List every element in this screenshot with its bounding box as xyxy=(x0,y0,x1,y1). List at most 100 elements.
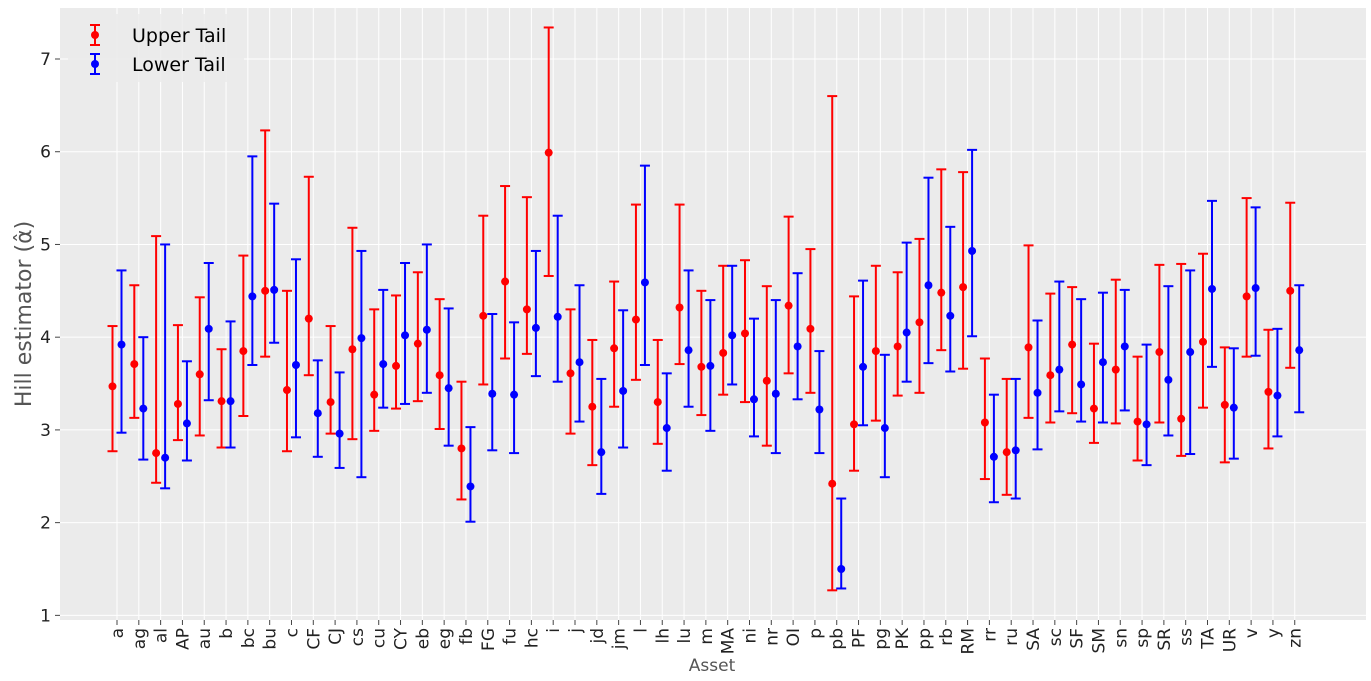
upper-tail-point xyxy=(1089,404,1098,413)
upper-tail-point xyxy=(435,371,444,380)
lower-tail-point xyxy=(553,312,562,321)
lower-tail-point xyxy=(924,281,933,290)
upper-tail-point xyxy=(740,329,749,338)
upper-tail-point xyxy=(784,301,793,310)
x-tick-label: RM xyxy=(959,628,979,654)
lower-tail-point xyxy=(1077,380,1086,389)
x-tick-label: rb xyxy=(937,628,957,646)
upper-tail-point xyxy=(544,148,553,157)
lower-tail-point xyxy=(1295,346,1304,355)
x-tick-label: sp xyxy=(1133,628,1153,648)
x-tick-label: PF xyxy=(850,628,870,648)
lower-tail-point xyxy=(1120,342,1129,351)
upper-tail-point xyxy=(850,420,859,429)
lower-tail-point xyxy=(793,342,802,351)
upper-tail-point xyxy=(610,344,619,353)
x-tick-label: a xyxy=(108,628,128,638)
lower-tail-point xyxy=(335,429,344,438)
y-tick-label: 3 xyxy=(40,421,51,441)
data-points xyxy=(107,26,1305,592)
x-axis-title: Asset xyxy=(689,656,736,676)
y-axis-ticks: 1 2 3 4 5 6 7 xyxy=(40,50,60,626)
x-tick-label: SM xyxy=(1089,628,1109,653)
x-tick-label: eb xyxy=(413,628,433,649)
x-tick-label: v xyxy=(1242,628,1262,638)
x-tick-label: PK xyxy=(893,627,913,649)
upper-tail-point xyxy=(1199,337,1207,346)
upper-tail-point xyxy=(675,303,684,312)
x-tick-label: TA xyxy=(1199,628,1219,650)
lower-tail-point xyxy=(815,405,824,414)
x-tick-label: eg xyxy=(435,628,455,649)
lower-tail-point xyxy=(422,325,431,334)
x-tick-label: m xyxy=(697,628,717,645)
upper-tail-point xyxy=(893,342,902,351)
x-tick-label: CF xyxy=(304,628,324,650)
x-tick-label: i xyxy=(544,628,564,633)
x-tick-label: al xyxy=(152,628,172,643)
x-tick-label: SA xyxy=(1024,628,1044,651)
x-tick-label: lh xyxy=(653,628,673,644)
x-tick-label: au xyxy=(195,628,215,649)
x-tick-label: y xyxy=(1264,628,1284,638)
lower-tail-point xyxy=(488,389,497,398)
y-tick-label: 5 xyxy=(40,235,51,255)
upper-tail-point xyxy=(631,315,640,324)
upper-tail-point xyxy=(195,370,204,379)
y-tick-label: 6 xyxy=(40,143,51,163)
upper-tail-point xyxy=(173,399,182,408)
x-axis-ticks: a ag al AP au b bc bu c CF CJ cs cu CY eb eg fb FG fu hc i j j… xyxy=(108,620,1306,654)
y-tick-label: 2 xyxy=(40,514,51,534)
x-tick-label: sn xyxy=(1111,628,1131,648)
upper-tail-point xyxy=(980,418,989,427)
legend-upper-tail-marker xyxy=(91,31,99,39)
lower-tail-point xyxy=(662,424,671,433)
upper-tail-point xyxy=(108,382,117,391)
upper-tail-point xyxy=(413,339,422,348)
x-tick-label: cu xyxy=(370,628,390,648)
x-tick-label: rr xyxy=(980,628,1000,642)
x-tick-label: MA xyxy=(719,628,739,655)
lower-tail-point xyxy=(619,386,628,395)
upper-tail-point xyxy=(719,348,728,357)
upper-tail-point xyxy=(1242,292,1251,301)
lower-tail-point xyxy=(466,482,475,491)
lower-tail-point xyxy=(531,323,540,332)
upper-tail-point xyxy=(326,398,335,407)
lower-tail-point xyxy=(1055,365,1064,374)
lower-tail-point xyxy=(1142,420,1151,429)
upper-tail-point xyxy=(697,362,706,371)
lower-tail-point xyxy=(771,389,780,398)
x-tick-label: fb xyxy=(457,628,477,645)
lower-tail-point xyxy=(139,404,148,413)
upper-tail-point xyxy=(1068,340,1077,349)
lower-tail-point xyxy=(182,419,191,428)
x-tick-label: SF xyxy=(1068,628,1088,649)
upper-tail-point xyxy=(522,305,531,314)
lower-tail-point xyxy=(684,346,693,355)
lower-tail-point xyxy=(1251,284,1260,293)
lower-tail-point xyxy=(248,292,257,301)
lower-tail-point xyxy=(1098,358,1107,367)
x-tick-label: c xyxy=(282,628,302,637)
upper-tail-point xyxy=(1046,371,1055,380)
lower-tail-point xyxy=(837,565,846,573)
upper-tail-point xyxy=(828,479,837,488)
lower-tail-point xyxy=(313,409,322,418)
lower-tail-point xyxy=(204,324,213,333)
lower-tail-point xyxy=(510,390,519,399)
upper-tail-point xyxy=(457,444,466,453)
upper-tail-point xyxy=(370,390,379,399)
lower-tail-point xyxy=(1011,446,1020,455)
x-tick-label: pb xyxy=(828,628,848,650)
upper-tail-point xyxy=(1220,400,1229,409)
x-tick-label: pp xyxy=(915,628,935,650)
lower-tail-point xyxy=(1273,391,1282,400)
x-tick-label: sc xyxy=(1046,628,1066,646)
legend-box xyxy=(68,14,244,82)
x-tick-label: l xyxy=(631,628,651,633)
lower-tail-point xyxy=(291,361,300,369)
x-tick-label: bu xyxy=(261,628,281,650)
x-tick-label: CJ xyxy=(326,628,346,645)
upper-tail-point xyxy=(261,286,270,295)
